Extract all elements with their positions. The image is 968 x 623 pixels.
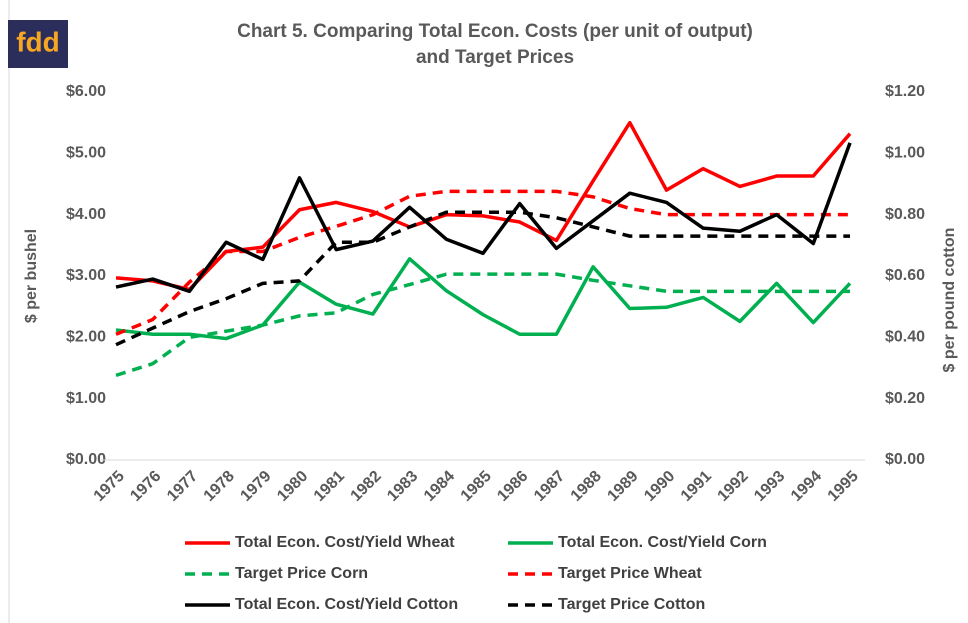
logo-box — [8, 20, 68, 68]
x-tick-label: 1979 — [237, 468, 274, 505]
series-line — [115, 257, 852, 341]
legend-label: Target Price Cotton — [558, 596, 705, 613]
y-axis-label: $ per bushel — [23, 229, 40, 323]
y-tick-label: $5.00 — [66, 145, 106, 162]
series-line — [115, 210, 850, 347]
x-tick-label: 1982 — [348, 468, 385, 505]
x-tick-label: 1975 — [91, 468, 128, 505]
y2-axis-label: $ per pound cotton — [941, 228, 958, 373]
y2-tick-label: $0.40 — [885, 329, 925, 346]
chart-title: and Target Prices — [416, 47, 574, 68]
y-tick-label: $4.00 — [66, 206, 106, 223]
chart-title: Chart 5. Comparing Total Econ. Costs (pe… — [237, 21, 753, 42]
series-line — [115, 142, 852, 294]
series-line — [115, 120, 852, 292]
logo: fdd — [16, 26, 60, 57]
x-tick-label: 1987 — [531, 468, 568, 505]
y2-tick-label: $1.20 — [885, 83, 925, 100]
x-tick-label: 1986 — [494, 468, 531, 505]
x-tick-label: 1977 — [164, 468, 201, 505]
x-tick-label: 1992 — [715, 468, 752, 505]
x-tick-label: 1989 — [604, 468, 641, 505]
y-tick-label: $1.00 — [66, 390, 106, 407]
y2-tick-label: $0.00 — [885, 451, 925, 468]
y-tick-label: $3.00 — [66, 267, 106, 284]
x-tick-label: 1976 — [127, 468, 164, 505]
series-line — [115, 272, 850, 378]
series-line — [115, 189, 850, 336]
x-tick-label: 1980 — [274, 468, 311, 505]
y-tick-label: $0.00 — [66, 451, 106, 468]
x-tick-label: 1995 — [825, 468, 862, 505]
legend-label: Target Price Corn — [235, 565, 368, 582]
x-tick-label: 1993 — [751, 468, 788, 505]
y-tick-label: $2.00 — [66, 329, 106, 346]
x-tick-label: 1985 — [458, 468, 495, 505]
x-tick-label: 1990 — [641, 468, 678, 505]
x-tick-label: 1994 — [788, 468, 825, 505]
x-tick-label: 1991 — [678, 468, 715, 505]
legend-label: Total Econ. Cost/Yield Cotton — [235, 596, 458, 613]
y2-tick-label: $0.60 — [885, 267, 925, 284]
y2-tick-label: $1.00 — [885, 145, 925, 162]
y2-tick-label: $0.80 — [885, 206, 925, 223]
legend-label: Total Econ. Cost/Yield Wheat — [235, 534, 455, 551]
legend-label: Target Price Wheat — [558, 565, 702, 582]
x-tick-label: 1983 — [384, 468, 421, 505]
y-tick-label: $6.00 — [66, 83, 106, 100]
legend-label: Total Econ. Cost/Yield Corn — [558, 534, 767, 551]
x-tick-label: 1984 — [421, 468, 458, 505]
x-tick-label: 1981 — [311, 468, 348, 505]
x-tick-label: 1988 — [568, 468, 605, 505]
y2-tick-label: $0.20 — [885, 390, 925, 407]
x-tick-label: 1978 — [201, 468, 238, 505]
